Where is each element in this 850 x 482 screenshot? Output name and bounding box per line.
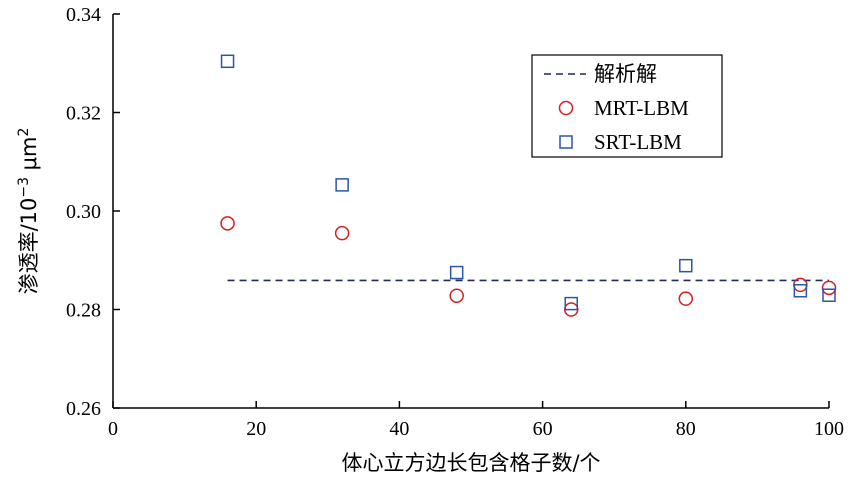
- legend-circle-icon: [558, 100, 574, 116]
- srt-lbm-point: [679, 258, 693, 273]
- y-axis-title-main: 渗透率/10: [17, 198, 41, 295]
- mrt-lbm-point: [678, 291, 694, 306]
- srt-lbm-point: [220, 54, 235, 69]
- y-tick-label: 0.28: [66, 300, 101, 322]
- srt-lbm-point: [335, 178, 349, 192]
- y-tick-label: 0.34: [66, 4, 101, 26]
- legend-label: MRT-LBM: [594, 96, 689, 120]
- y-axis-title-unit-exp: 2: [16, 128, 32, 137]
- y-tick-label: 0.26: [66, 398, 101, 420]
- y-tick-label: 0.32: [66, 103, 101, 125]
- legend-label: 解析解: [594, 62, 657, 86]
- legend-label: SRT-LBM: [594, 130, 682, 154]
- x-tick-label: 40: [389, 418, 409, 440]
- legend-box: [531, 54, 723, 158]
- x-tick-label: 60: [533, 418, 553, 440]
- x-axis-title: 体心立方边长包含格子数/个: [341, 451, 600, 475]
- mrt-lbm-point: [821, 280, 837, 296]
- srt-lbm-point: [822, 288, 836, 302]
- legend-square-icon: [559, 135, 573, 149]
- legend: 解析解 MRT-LBM SRT-LBM: [531, 54, 723, 158]
- mrt-lbm-point: [334, 225, 350, 241]
- srt-lbm-point: [449, 265, 464, 280]
- x-tick-label: 80: [676, 418, 696, 440]
- y-axis-title: 渗透率/10−3 μm2: [16, 128, 41, 295]
- plot-area: [220, 54, 837, 317]
- srt-lbm-point: [793, 284, 808, 298]
- y-axis-title-exp: −3: [16, 177, 32, 198]
- x-tick-label: 0: [108, 418, 118, 440]
- mrt-lbm-point: [220, 216, 235, 231]
- srt-lbm-point: [564, 296, 578, 311]
- x-tick-label: 20: [246, 418, 266, 440]
- x-tick-label: 100: [814, 418, 844, 440]
- ticks: 0 20 40 60 80 100 0.26 0.28 0.30 0.32 0.34: [66, 4, 844, 440]
- y-tick-label: 0.30: [66, 201, 101, 223]
- mrt-lbm-point: [449, 288, 464, 303]
- y-axis-title-unit: μm: [17, 136, 41, 177]
